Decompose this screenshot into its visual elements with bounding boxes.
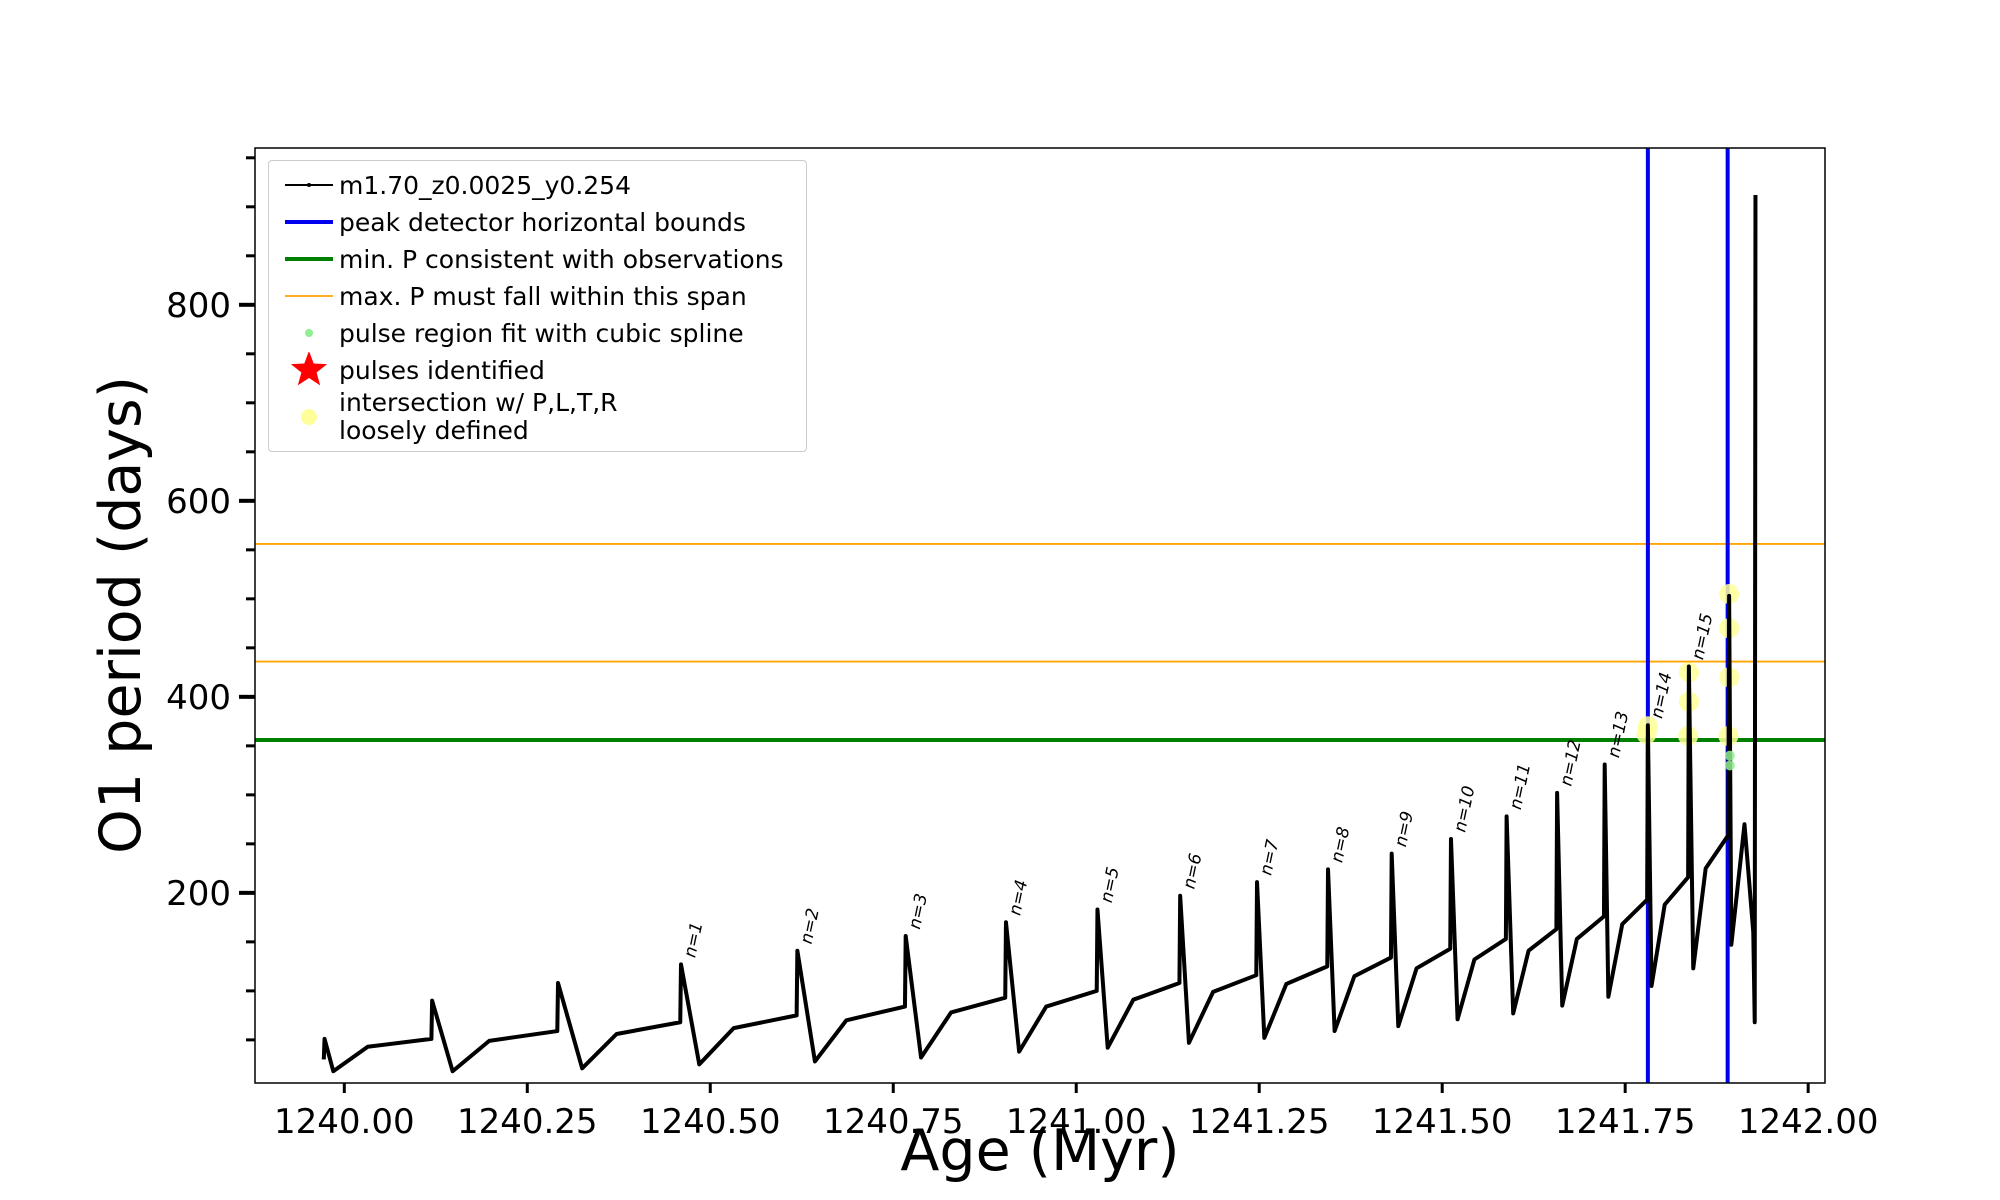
legend-entry: intersection w/ P,L,T,R loosely defined [279,389,796,445]
legend-label: pulse region fit with cubic spline [339,318,744,348]
legend-entry: m1.70_z0.0025_y0.254 [279,167,796,204]
scatter-point [1724,760,1735,771]
x-tick-label: 1241.00 [1006,1102,1147,1142]
legend-label: intersection w/ P,L,T,R loosely defined [339,388,618,445]
legend-entry: peak detector horizontal bounds [279,204,796,241]
x-tick-label: 1241.25 [1189,1102,1330,1142]
pulse-annotation: n=13 [1604,710,1633,760]
y-tick-label: 400 [166,678,231,718]
plot-area [255,148,1825,1083]
pulse-annotation: n=1 [680,920,707,959]
pulse-annotation: n=5 [1097,865,1124,904]
y-axis-label: O1 period (days) [88,376,154,854]
legend-label: pulses identified [339,355,545,385]
legend-entry: pulse region fit with cubic spline [279,315,796,352]
x-tick-label: 1240.75 [823,1102,964,1142]
legend-label: max. P must fall within this span [339,281,747,311]
x-tick-label: 1241.75 [1555,1102,1696,1142]
pulse-annotation: n=2 [797,907,824,946]
legend-key [305,329,313,337]
legend-label: peak detector horizontal bounds [339,207,746,237]
pulse-annotation: n=8 [1327,825,1354,864]
pulse-annotation: n=10 [1450,784,1479,834]
pulse-annotation: n=9 [1391,809,1418,848]
legend-key [301,408,317,425]
data-line [321,195,1758,1074]
pulse-annotation: n=11 [1506,762,1535,812]
legend-key [285,295,333,297]
legend-entry: max. P must fall within this span [279,278,796,315]
pulse-annotation: n=7 [1256,838,1283,877]
legend-key [285,183,333,187]
legend-key [285,220,333,224]
pulse-annotation: n=4 [1005,878,1032,917]
pulse-annotation: n=6 [1179,851,1206,890]
pulse-annotation: n=12 [1556,738,1585,788]
x-tick-label: 1240.50 [640,1102,781,1142]
legend-key [290,352,328,386]
legend-entry: min. P consistent with observations [279,241,796,278]
y-tick-label: 200 [166,874,231,914]
pulse-annotation: n=14 [1647,671,1676,721]
legend-entry: pulses identified [279,352,796,389]
x-tick-label: 1240.25 [457,1102,598,1142]
x-tick-label: 1240.00 [274,1102,415,1142]
x-tick-label: 1241.50 [1372,1102,1513,1142]
y-tick-label: 600 [166,482,231,522]
legend-label: min. P consistent with observations [339,244,784,274]
scatter-point [1724,750,1735,761]
y-tick-label: 800 [166,286,231,326]
legend-key [285,257,333,261]
plot-frame [254,147,1826,1084]
legend-label: m1.70_z0.0025_y0.254 [339,170,631,200]
x-tick-label: 1242.00 [1738,1102,1879,1142]
pulse-annotation: n=15 [1688,612,1717,662]
x-axis-label: Age (Myr) [900,1118,1179,1184]
pulse-annotation: n=3 [905,892,932,931]
